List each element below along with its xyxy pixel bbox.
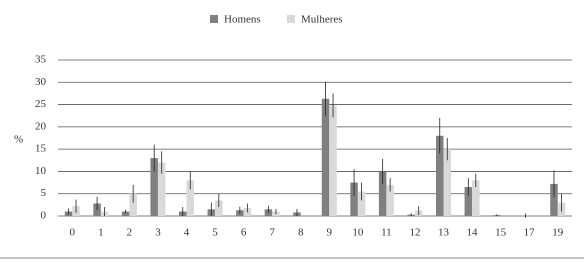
x-tick-label: 14	[467, 227, 479, 239]
bar	[436, 135, 444, 216]
x-tick-label: 8	[298, 227, 304, 239]
y-tick-label: 10	[35, 165, 47, 177]
bar	[150, 158, 158, 216]
bar	[472, 180, 480, 216]
y-tick-label: 15	[35, 143, 47, 155]
x-tick-label: 15	[495, 227, 507, 239]
bar	[157, 162, 166, 216]
bar	[357, 191, 366, 216]
bar	[121, 211, 130, 216]
x-tick-label: 17	[524, 227, 536, 239]
y-tick-label: 30	[35, 76, 47, 88]
x-tick-label: 12	[409, 227, 420, 239]
legend-swatch	[210, 15, 218, 23]
legend-swatch	[287, 15, 295, 23]
x-tick-label: 13	[438, 227, 450, 239]
bar	[129, 193, 137, 216]
x-tick-label: 7	[269, 227, 275, 239]
x-tick-label: 9	[327, 227, 333, 239]
x-tick-label: 0	[70, 227, 76, 239]
bar	[386, 184, 394, 216]
y-tick-label: 5	[41, 187, 47, 199]
y-tick-label: 0	[41, 210, 47, 222]
bar	[350, 182, 358, 216]
x-tick-label: 4	[184, 227, 190, 239]
x-tick-label: 6	[241, 227, 247, 239]
x-tick-label: 3	[155, 227, 161, 239]
legend-label: Mulheres	[301, 14, 343, 26]
y-tick-label: 35	[35, 54, 47, 66]
y-tick-label: 25	[35, 98, 47, 110]
x-tick-label: 5	[212, 227, 218, 239]
x-tick-label: 11	[381, 227, 392, 239]
bar	[443, 149, 451, 216]
x-tick-label: 19	[552, 227, 564, 239]
bar	[321, 98, 330, 216]
bar	[215, 200, 223, 216]
legend-label: Homens	[224, 14, 261, 26]
bar	[550, 183, 558, 216]
bar	[378, 171, 387, 216]
x-tick-label: 1	[98, 227, 104, 239]
bar	[464, 187, 473, 216]
x-tick-label: 2	[127, 227, 133, 239]
y-tick-label: 20	[35, 120, 47, 132]
bar	[329, 105, 337, 216]
y-axis-label: %	[14, 134, 23, 146]
bar	[186, 180, 194, 216]
x-tick-label: 10	[352, 227, 364, 239]
